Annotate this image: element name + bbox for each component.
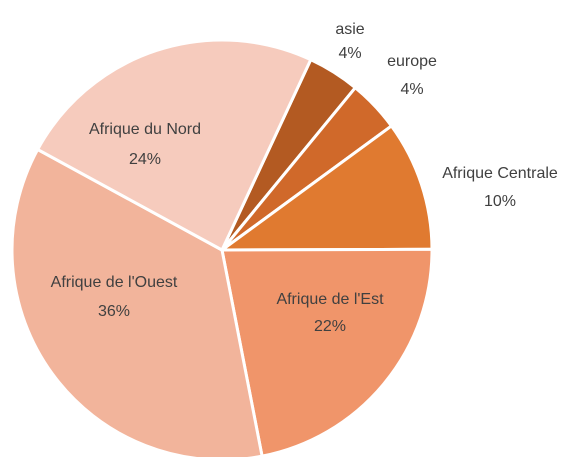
slice-label: europe — [387, 53, 437, 70]
slice-value-label: 10% — [484, 193, 516, 210]
slice-value-label: 22% — [314, 318, 346, 335]
slice-label: Afrique de l'Ouest — [51, 274, 178, 291]
slice-value-label: 24% — [129, 151, 161, 168]
pie-slice — [220, 247, 434, 457]
slice-value-label: 4% — [338, 45, 361, 62]
slice-value-label: 4% — [400, 81, 423, 98]
slice-label: Afrique de l'Est — [276, 291, 384, 308]
pie-slice — [35, 38, 313, 253]
slice-label: Afrique du Nord — [89, 121, 201, 138]
slice-label: asie — [335, 21, 364, 38]
slice-value-label: 36% — [98, 303, 130, 320]
pie-slice — [10, 147, 264, 457]
slice-label: Afrique Centrale — [442, 165, 558, 182]
pie-slice — [217, 123, 434, 252]
